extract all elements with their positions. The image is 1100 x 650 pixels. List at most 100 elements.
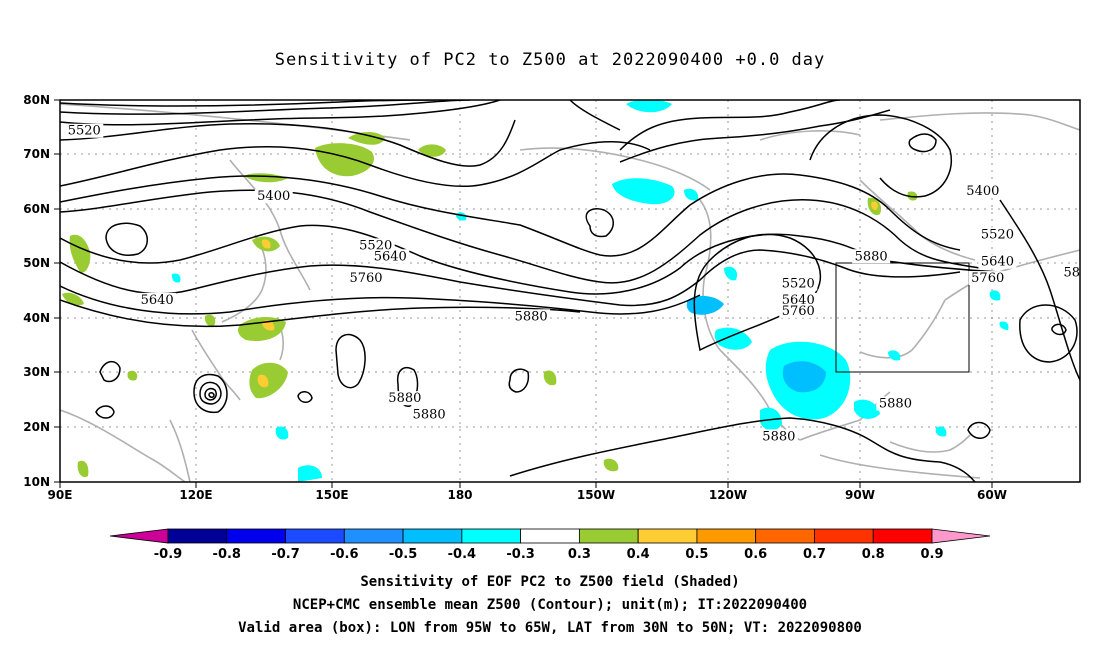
lat-label: 50N: [23, 256, 50, 270]
footer-line-2: NCEP+CMC ensemble mean Z500 (Contour); u…: [292, 597, 808, 613]
contour-label: 5880: [515, 309, 548, 324]
z500-contours: [60, 100, 1080, 482]
colorbar-tick-label: 0.9: [920, 547, 943, 562]
contour-label-bg: [779, 292, 818, 307]
colorbar-swatch: [637, 528, 698, 544]
contour-label-bg: [410, 407, 449, 422]
lat-label: 60N: [23, 202, 50, 216]
contour-label: 5640: [981, 255, 1014, 270]
lon-label: 90W: [845, 488, 875, 502]
colorbar-tick-label: 0.8: [862, 547, 885, 562]
lon-label: 60W: [977, 488, 1007, 502]
colorbar-tick-label: -0.4: [448, 547, 476, 562]
colorbar-swatch: [285, 528, 345, 544]
colorbar-swatch: [696, 528, 757, 544]
colorbar-swatch: [872, 528, 933, 544]
contour-label: 5760: [782, 304, 815, 319]
lat-label: 40N: [23, 311, 50, 325]
contour-label: 5880: [1063, 266, 1096, 281]
chart-title: Sensitivity of PC2 to Z500 at 2022090400…: [274, 50, 826, 70]
contour-label-bg: [852, 249, 891, 264]
contour-label: 5880: [413, 408, 446, 423]
contour-label-bg: [512, 309, 551, 324]
lat-label: 30N: [23, 365, 50, 379]
colorbar-tick-label: 0.7: [803, 547, 826, 562]
contour-labels: 5520540055205640576056405880552056405760…: [65, 123, 1096, 444]
colorbar-labels: -0.9 -0.8 -0.7 -0.6 -0.5 -0.4 -0.3 0.3 0.4 0.5 0.6…: [154, 547, 944, 562]
colorbar-swatch: [167, 528, 228, 544]
contour-label-bg: [963, 183, 1002, 198]
contour-label-bg: [779, 303, 818, 318]
lat-axis-labels: 80N 70N 60N 50N 40N 30N 20N 10N: [23, 93, 50, 489]
lat-label: 70N: [23, 147, 50, 161]
colorbar-tick-label: -0.9: [154, 547, 182, 562]
colorbar-tick-label: 0.3: [568, 547, 591, 562]
contour-label-bg: [978, 227, 1017, 242]
lon-label: 90E: [48, 488, 73, 502]
contour-label-bg: [759, 429, 798, 444]
colorbar-tick-label: 0.4: [627, 547, 650, 562]
lon-label: 180: [447, 488, 472, 502]
lon-axis-labels: 90E 120E 150E 180 150W 120W 90W 60W: [48, 488, 1007, 502]
contour-label: 5520: [68, 124, 101, 139]
coastlines: [60, 103, 1080, 482]
contour-label: 5760: [971, 271, 1004, 286]
colorbar-swatch: [226, 528, 286, 544]
contour-label: 5520: [981, 227, 1014, 242]
contour-label: 5400: [966, 184, 999, 199]
contour-label-bg: [138, 292, 177, 307]
colorbar-cap-high: [931, 528, 991, 544]
colorbar-tick-label: -0.6: [330, 547, 358, 562]
axis-ticks: [54, 99, 993, 488]
footer-line-3: Valid area (box): LON from 95W to 65W, L…: [238, 620, 862, 636]
contour-label-bg: [347, 271, 385, 286]
contour-label: 5400: [257, 189, 290, 204]
contour-label-bg: [65, 123, 104, 138]
contour-label-bg: [978, 254, 1017, 269]
colorbar-tick-label: -0.8: [213, 547, 241, 562]
colorbar-swatch: [402, 528, 463, 544]
valid-area-box: [835, 262, 970, 373]
contour-label-bg: [779, 276, 818, 291]
lon-label: 150W: [577, 488, 615, 502]
map-area: [60, 100, 1080, 482]
colorbar-swatch: [578, 528, 639, 544]
lon-label: 120E: [179, 488, 212, 502]
contour-label: 5640: [374, 249, 407, 264]
contour-label-bg: [1061, 265, 1080, 280]
contour-label: 5880: [388, 391, 421, 406]
contour-label-bg: [356, 238, 395, 253]
colorbar-tick-label: -0.5: [389, 547, 417, 562]
contour-label: 5880: [762, 429, 795, 444]
lat-label: 10N: [23, 475, 50, 489]
lat-label: 80N: [23, 93, 50, 107]
contour-label: 5880: [879, 397, 912, 412]
contour-label-bg: [876, 396, 915, 411]
colorbar-cap-low: [109, 528, 169, 544]
contour-label: 5520: [782, 277, 815, 292]
map-frame: [59, 99, 1081, 483]
lat-label: 20N: [23, 420, 50, 434]
lon-label: 150E: [315, 488, 348, 502]
colorbar-swatch: [755, 528, 815, 544]
colorbar-tick-label: -0.3: [506, 547, 534, 562]
contour-label: 5880: [855, 249, 888, 264]
contour-label-bg: [385, 391, 424, 406]
contour-label-bg: [371, 249, 410, 264]
colorbar-swatch: [814, 528, 874, 544]
colorbar-tick-label: 0.5: [685, 547, 708, 562]
contour-label-bg: [254, 189, 293, 204]
colorbar: [109, 528, 991, 544]
lon-label: 120W: [709, 488, 747, 502]
contour-label: 5640: [141, 293, 174, 308]
colorbar-tick-label: -0.7: [271, 547, 299, 562]
footer-line-1: Sensitivity of EOF PC2 to Z500 field (Sh…: [360, 574, 740, 590]
shaded-sensitivity: [62, 100, 1009, 482]
colorbar-swatch: [520, 528, 580, 544]
colorbar-tick-label: 0.6: [744, 547, 767, 562]
colorbar-swatch: [343, 528, 404, 544]
contour-label: 5760: [349, 271, 382, 286]
colorbar-swatch: [461, 528, 522, 544]
contour-label-bg: [968, 271, 1007, 286]
